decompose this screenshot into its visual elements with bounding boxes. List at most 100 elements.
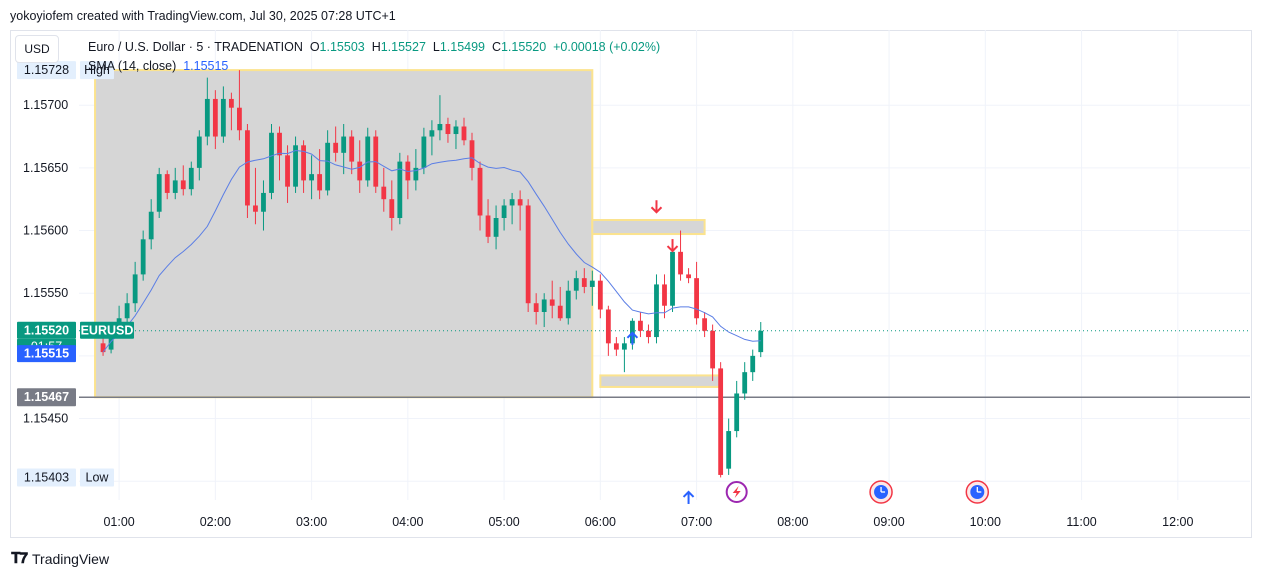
candle [613, 337, 619, 356]
candle-body [646, 330, 651, 338]
candle-body [228, 98, 234, 108]
candle [557, 286, 563, 321]
price-tick-label: 1.15550 [23, 286, 68, 300]
candle [301, 140, 306, 193]
candle-body [605, 309, 611, 344]
candle-body [453, 126, 459, 135]
candle [517, 190, 523, 231]
events-layer [725, 480, 990, 504]
candle [573, 270, 579, 300]
candle [525, 199, 531, 312]
close-value: 1.15520 [500, 40, 547, 54]
candle [694, 261, 699, 325]
candle-body [662, 284, 667, 306]
candle-body [413, 167, 419, 181]
candle-body [365, 136, 371, 181]
low-value: 1.15499 [439, 40, 485, 54]
candle-body [493, 218, 499, 237]
candle-body [734, 393, 740, 432]
currency-button[interactable]: USD [15, 35, 59, 63]
candle [453, 120, 459, 150]
candle [509, 192, 515, 225]
candle-body [694, 278, 699, 319]
candle [445, 117, 451, 143]
chart-frame [10, 30, 1252, 538]
symbol-legend: Euro / U.S. Dollar · 5 · TRADENATION O1.… [88, 40, 660, 54]
candle [750, 349, 756, 381]
close-label: C [491, 40, 501, 54]
symbol-tag: EURUSD [81, 323, 134, 337]
candle [293, 136, 298, 193]
candle [734, 380, 740, 438]
candle [621, 337, 627, 373]
time-tick-label: 03:00 [296, 515, 327, 529]
candle [212, 90, 218, 150]
sma-price-label-bg [17, 345, 76, 363]
tradingview-logo[interactable]: 𝐓𝟕 TradingView [11, 550, 109, 567]
sell-arrow-icon [666, 239, 679, 253]
candle-body [710, 330, 716, 369]
candle-body [301, 145, 306, 181]
candle [605, 305, 611, 356]
candle-body [702, 318, 708, 331]
time-tick-label: 10:00 [970, 515, 1001, 529]
low-price-label-bg [17, 468, 76, 487]
candle [437, 95, 443, 141]
open-label: O [309, 40, 320, 54]
candle [718, 362, 724, 478]
zone-rect-1 [591, 219, 706, 236]
candle-body [261, 192, 266, 212]
time-tick-label: 04:00 [392, 515, 423, 529]
candle [541, 293, 547, 328]
level-layer [79, 330, 1250, 398]
price-tick-label: 1.15450 [23, 412, 68, 426]
clock-event-icon[interactable] [869, 480, 893, 504]
clock-event-icon[interactable] [965, 480, 990, 504]
candle-body [726, 431, 732, 469]
candle [285, 145, 290, 203]
candle-body [132, 274, 138, 304]
high-tag-bg [80, 61, 114, 80]
candle-body [549, 299, 555, 306]
candle-body [253, 205, 258, 212]
arrow-head [666, 245, 679, 253]
candle [172, 167, 178, 200]
arrow-head [682, 490, 695, 498]
candle-body [245, 130, 250, 206]
candle-body [349, 136, 355, 162]
candle-body [469, 140, 475, 168]
candle [204, 77, 210, 146]
candle [501, 199, 507, 231]
candle-body [140, 239, 146, 275]
candle-body [156, 174, 162, 212]
candle-body [333, 142, 339, 153]
indicator-legend[interactable]: SMA (14, close) 1.15515 [88, 59, 228, 73]
candle-body [269, 132, 274, 193]
time-axis: 01:00 02:00 03:00 04:00 05:00 06:00 07:00 08:00… [103, 515, 1193, 529]
time-tick-label: 05:00 [488, 515, 519, 529]
candle [164, 170, 170, 200]
candle [421, 127, 427, 175]
signals-layer [626, 200, 695, 504]
candle-body [461, 126, 467, 141]
candle-body [638, 320, 643, 331]
candle-body [357, 161, 363, 181]
candle-body [285, 155, 290, 187]
candle-body [517, 199, 523, 206]
candle [196, 130, 202, 181]
lightning-bolt [732, 486, 741, 498]
candle-body [758, 330, 764, 353]
lightning-event-icon[interactable] [725, 481, 748, 503]
low-label: L [432, 40, 440, 54]
price-tick-label: 1.15600 [23, 224, 68, 238]
candle [269, 124, 274, 200]
candle-body [108, 330, 114, 350]
candle-body [589, 280, 595, 287]
candle-body [277, 132, 282, 156]
candle [549, 280, 555, 319]
candle-body [381, 186, 387, 200]
candle [662, 274, 667, 319]
time-tick-label: 09:00 [873, 515, 904, 529]
candle-body [557, 305, 563, 319]
